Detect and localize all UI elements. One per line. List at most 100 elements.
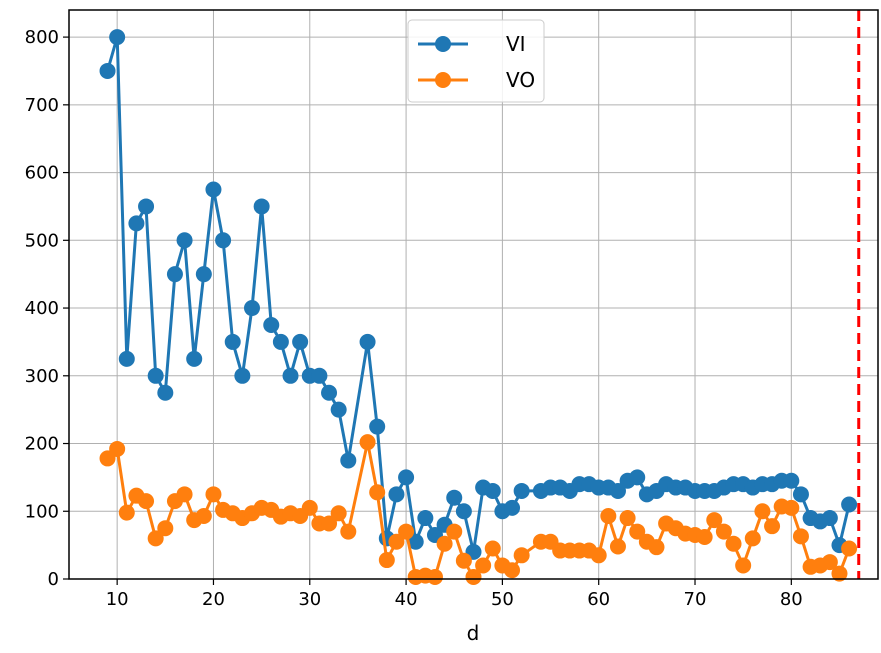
- data-point-vo: [706, 512, 723, 529]
- x-axis: 10 20 30 40 50 60 70 80: [106, 579, 803, 610]
- data-point-vi: [629, 469, 646, 486]
- data-point-vo: [109, 440, 126, 457]
- data-point-vi: [272, 333, 289, 350]
- data-point-vo: [455, 552, 472, 569]
- x-tick-label: 10: [106, 589, 129, 610]
- data-point-vi: [407, 533, 424, 550]
- data-point-vo: [764, 518, 781, 535]
- data-point-vo: [821, 554, 838, 571]
- data-point-vo: [321, 515, 338, 532]
- legend-entry-vi: VI: [418, 32, 526, 56]
- data-point-vi: [292, 333, 309, 350]
- data-point-vo: [735, 557, 752, 574]
- x-tick-label: 30: [298, 589, 321, 610]
- data-point-vo: [783, 499, 800, 516]
- x-tick-label: 80: [780, 589, 803, 610]
- data-point-vo: [388, 533, 405, 550]
- data-point-vo: [378, 552, 395, 569]
- data-point-vo: [696, 529, 713, 546]
- data-point-vi: [166, 266, 183, 283]
- data-point-vi: [484, 482, 501, 499]
- data-point-vi: [783, 472, 800, 489]
- data-point-vi: [504, 499, 521, 516]
- legend-marker-vi: [435, 36, 451, 52]
- data-point-vo: [340, 523, 357, 540]
- legend: VI VO: [407, 19, 545, 103]
- data-point-vi: [263, 316, 280, 333]
- y-tick-label: 100: [25, 501, 59, 522]
- data-point-vi: [243, 300, 260, 317]
- x-tick-label: 60: [587, 589, 610, 610]
- x-axis-label: d: [467, 621, 480, 645]
- legend-marker-vo: [435, 72, 451, 88]
- data-point-vo: [725, 535, 742, 552]
- data-point-vo: [436, 535, 453, 552]
- data-point-vi: [359, 333, 376, 350]
- x-tick-label: 50: [491, 589, 514, 610]
- data-point-vo: [513, 547, 530, 564]
- data-point-vi: [369, 418, 386, 435]
- y-axis: 0 100 200 300 400 500 600 700 800: [25, 27, 69, 590]
- data-point-vo: [369, 484, 386, 501]
- data-point-vi: [609, 482, 626, 499]
- data-point-vi: [388, 486, 405, 503]
- y-tick-label: 800: [25, 27, 59, 48]
- data-point-vo: [744, 530, 761, 547]
- data-point-vi: [311, 367, 328, 384]
- data-point-vi: [215, 232, 232, 249]
- y-tick-label: 600: [25, 163, 59, 184]
- data-point-vo: [195, 508, 212, 525]
- legend-label-vo: VO: [506, 68, 535, 92]
- data-point-vo: [841, 540, 858, 557]
- series-group: [99, 29, 858, 585]
- data-point-vo: [118, 504, 135, 521]
- data-point-vo: [330, 505, 347, 522]
- data-point-vo: [446, 523, 463, 540]
- data-point-vo: [609, 538, 626, 555]
- data-point-vo: [205, 486, 222, 503]
- data-point-vi: [157, 384, 174, 401]
- data-point-vi: [224, 333, 241, 350]
- y-tick-label: 500: [25, 230, 59, 251]
- data-point-vo: [648, 539, 665, 556]
- data-point-vi: [99, 62, 116, 79]
- data-point-vi: [330, 401, 347, 418]
- data-point-vi: [321, 384, 338, 401]
- y-tick-label: 400: [25, 298, 59, 319]
- data-point-vo: [619, 510, 636, 527]
- data-point-vo: [715, 523, 732, 540]
- data-point-vo: [157, 520, 174, 537]
- plot-frame: [68, 9, 879, 580]
- data-point-vo: [176, 486, 193, 503]
- data-point-vi: [253, 198, 270, 215]
- legend-entry-vo: VO: [418, 68, 535, 92]
- data-point-vi: [398, 469, 415, 486]
- data-point-vo: [301, 499, 318, 516]
- data-point-vo: [475, 557, 492, 574]
- data-point-vi: [109, 29, 126, 46]
- data-point-vi: [792, 486, 809, 503]
- y-tick-label: 300: [25, 366, 59, 387]
- data-point-vi: [186, 350, 203, 367]
- data-point-vi: [282, 367, 299, 384]
- series-vo: [99, 434, 858, 585]
- data-point-vi: [176, 232, 193, 249]
- data-point-vi: [118, 350, 135, 367]
- data-point-vo: [484, 540, 501, 557]
- data-point-vo: [359, 434, 376, 451]
- data-point-vo: [629, 523, 646, 540]
- y-tick-label: 200: [25, 434, 59, 455]
- data-point-vi: [147, 367, 164, 384]
- data-point-vo: [147, 530, 164, 547]
- data-point-vo: [831, 565, 848, 582]
- data-point-vo: [398, 523, 415, 540]
- data-point-vi: [195, 266, 212, 283]
- data-point-vi: [446, 489, 463, 506]
- data-point-vo: [754, 503, 771, 520]
- data-point-vi: [417, 510, 434, 527]
- series-vi: [99, 29, 858, 560]
- x-tick-label: 20: [202, 589, 225, 610]
- data-point-vi: [205, 181, 222, 198]
- data-point-vi: [138, 198, 155, 215]
- y-tick-label: 0: [48, 569, 59, 590]
